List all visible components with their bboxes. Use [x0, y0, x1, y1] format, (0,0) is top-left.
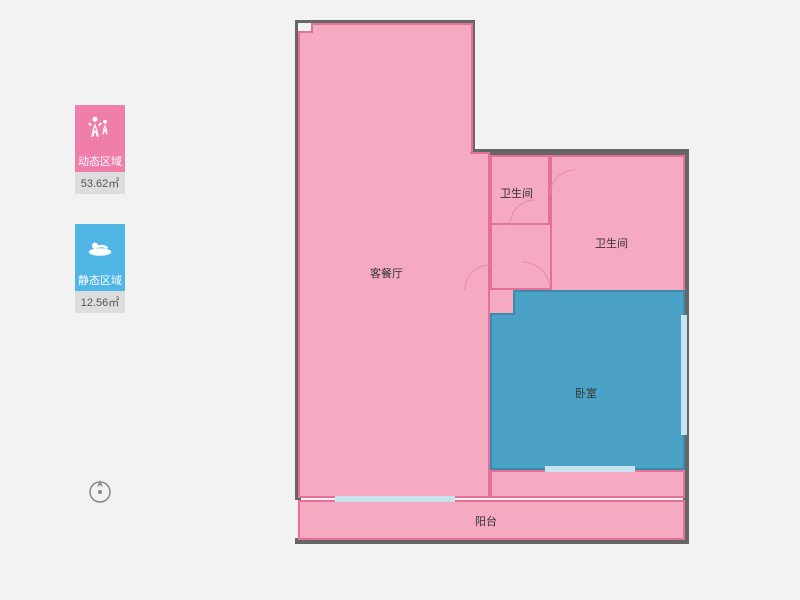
window-segment — [681, 315, 687, 435]
static-zone-value: 12.56㎡ — [75, 291, 125, 313]
floorplan-canvas: 客餐厅 卫生间 卫生间 卧室 阳台 — [295, 15, 695, 575]
label-balcony: 阳台 — [475, 513, 497, 529]
window-segment — [335, 496, 455, 502]
room-living-dining — [298, 23, 473, 498]
room-bathroom2 — [550, 155, 685, 305]
dynamic-zone-label: 动态区域 — [75, 150, 125, 172]
legend-dynamic: 动态区域 53.62㎡ — [75, 105, 125, 194]
legend-panel: 动态区域 53.62㎡ 静态区域 12.56㎡ — [75, 105, 125, 343]
static-zone-label: 静态区域 — [75, 269, 125, 291]
label-living-dining: 客餐厅 — [370, 265, 403, 281]
room-bedroom — [490, 290, 685, 470]
label-bedroom: 卧室 — [575, 385, 597, 401]
legend-static: 静态区域 12.56㎡ — [75, 224, 125, 313]
window-segment — [545, 466, 635, 472]
label-bathroom1: 卫生间 — [500, 185, 533, 201]
compass-icon — [85, 475, 115, 510]
static-zone-icon — [75, 224, 125, 269]
room-living-ext — [470, 152, 490, 498]
room-corridor — [490, 225, 552, 290]
bedroom-notch — [490, 290, 515, 315]
wall-notch — [298, 23, 313, 33]
label-bathroom2: 卫生间 — [595, 235, 628, 251]
dynamic-zone-value: 53.62㎡ — [75, 172, 125, 194]
room-lower — [490, 470, 685, 498]
dynamic-zone-icon — [75, 105, 125, 150]
